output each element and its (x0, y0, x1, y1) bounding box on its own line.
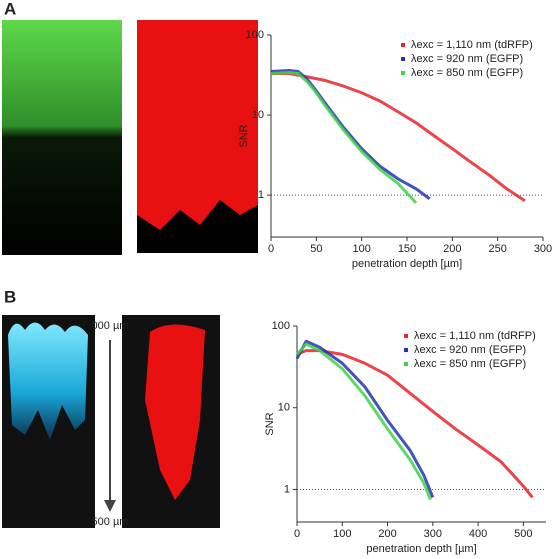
x-tick-label: 150 (398, 243, 416, 255)
legend-swatch (404, 362, 408, 366)
x-tick-label: 0 (294, 528, 300, 540)
x-tick-label: 50 (310, 243, 322, 255)
legend-swatch (401, 71, 405, 75)
x-tick-label: 100 (333, 528, 351, 540)
legend-label: λexc = 920 nm (EGFP) (414, 344, 526, 356)
y-tick-label: 1 (284, 483, 290, 495)
data-line (270, 71, 418, 204)
legend-label: λexc = 850 nm (EGFP) (411, 67, 523, 79)
red-image (137, 20, 258, 230)
x-tick-label: 200 (443, 243, 461, 255)
y-tick-label: 10 (252, 109, 264, 121)
y-tick-label: 100 (246, 29, 264, 41)
x-tick-label: 250 (488, 243, 506, 255)
panel-label: A (4, 0, 16, 18)
y-axis-label: SNR (238, 124, 250, 147)
y-tick-label: 1 (258, 189, 264, 201)
x-tick-label: 500 (514, 528, 532, 540)
legend-label: λexc = 850 nm (EGFP) (414, 358, 526, 370)
y-tick-label: 10 (278, 402, 290, 414)
legend-label: λexc = 1,110 nm (tdRFP) (414, 330, 536, 342)
legend-label: λexc = 920 nm (EGFP) (411, 53, 523, 65)
x-tick-label: 300 (424, 528, 442, 540)
panel-label: B (4, 287, 16, 306)
legend-swatch (404, 348, 408, 352)
x-axis-label: penetration depth [µm] (366, 543, 476, 555)
y-axis-label: SNR (264, 412, 276, 435)
x-tick-label: 400 (469, 528, 487, 540)
x-tick-label: 100 (352, 243, 370, 255)
data-line (295, 339, 435, 498)
depth-label: 500 µm (92, 516, 129, 528)
data-line (296, 349, 534, 499)
data-line (295, 342, 432, 501)
red-volume (145, 324, 205, 500)
legend-swatch (404, 334, 408, 338)
depth-label: 000 µm (92, 320, 129, 332)
data-line (270, 69, 431, 201)
x-axis-label: penetration depth [µm] (352, 258, 462, 270)
data-line (271, 72, 526, 203)
x-tick-label: 300 (534, 243, 552, 255)
arrow-head (104, 500, 116, 512)
legend-swatch (401, 43, 405, 47)
legend-swatch (401, 57, 405, 61)
x-tick-label: 0 (268, 243, 274, 255)
cyan-image (8, 322, 88, 440)
green-image (2, 20, 122, 255)
y-tick-label: 100 (272, 320, 290, 332)
legend-label: λexc = 1,110 nm (tdRFP) (411, 39, 533, 51)
x-tick-label: 200 (378, 528, 396, 540)
